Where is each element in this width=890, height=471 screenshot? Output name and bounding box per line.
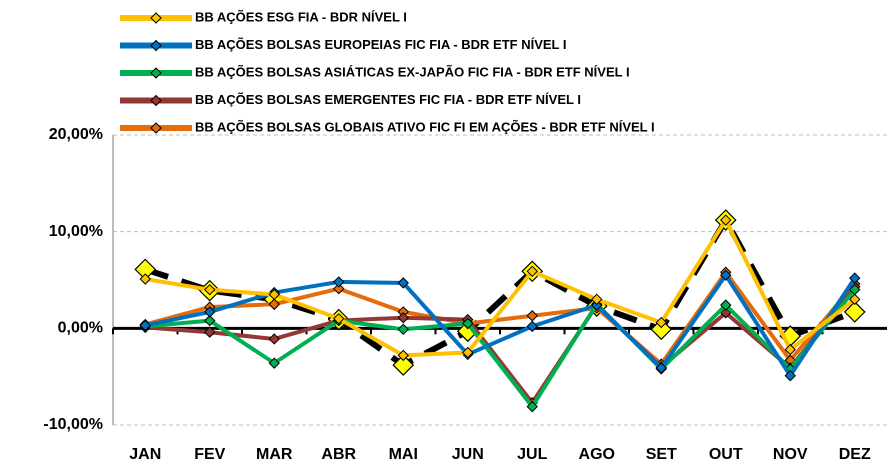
- x-tick-label: JUL: [517, 446, 547, 463]
- point-marker: [849, 272, 861, 284]
- legend-label: BB AÇÕES BOLSAS ASIÁTICAS EX-JAPÃO FIC F…: [195, 64, 630, 79]
- legend-marker: [150, 94, 162, 107]
- x-tick-label: MAI: [389, 446, 418, 463]
- point-marker: [397, 349, 409, 362]
- legend-marker: [150, 12, 162, 24]
- series-line: [144, 273, 857, 378]
- series-line: [145, 285, 857, 405]
- y-tick-label: -10,00%: [43, 416, 103, 433]
- point-marker: [526, 265, 538, 278]
- point-marker: [526, 400, 538, 413]
- point-marker: [333, 312, 345, 325]
- point-marker: [784, 369, 796, 382]
- point-marker: [591, 293, 603, 306]
- point-marker: [655, 316, 667, 329]
- legend-marker: [150, 39, 162, 52]
- legend-label: BB AÇÕES ESG FIA - BDR NÍVEL I: [195, 9, 407, 24]
- x-tick-label: FEV: [194, 446, 225, 463]
- x-tick-label: AGO: [579, 446, 615, 463]
- point-marker: [526, 320, 538, 333]
- point-marker: [392, 354, 415, 376]
- x-tick-label: MAR: [256, 446, 293, 463]
- point-marker: [655, 362, 667, 374]
- series-line: [144, 270, 857, 367]
- point-marker: [526, 310, 538, 322]
- point-marker: [268, 333, 280, 345]
- x-tick-label: DEZ: [839, 446, 871, 463]
- point-marker: [204, 314, 216, 327]
- series-line: [145, 288, 857, 409]
- legend-label: BB AÇÕES BOLSAS EUROPEIAS FIC FIA - BDR …: [195, 37, 567, 52]
- x-tick-label: JUN: [452, 446, 484, 463]
- point-marker: [204, 283, 216, 296]
- point-marker: [333, 282, 345, 295]
- y-tick-label: 10,00%: [49, 223, 103, 240]
- point-marker: [333, 276, 345, 288]
- point-marker: [268, 357, 280, 369]
- point-marker: [204, 306, 216, 318]
- legend-label: BB AÇÕES BOLSAS EMERGENTES FIC FIA - BDR…: [195, 92, 581, 107]
- point-marker: [397, 277, 409, 289]
- point-marker: [462, 317, 474, 330]
- y-tick-label: 0,00%: [58, 320, 103, 337]
- series-line: [144, 218, 856, 358]
- point-marker: [720, 214, 732, 226]
- point-marker: [784, 343, 796, 356]
- point-marker: [849, 293, 861, 306]
- point-marker: [204, 326, 216, 338]
- point-marker: [397, 323, 409, 336]
- point-marker: [591, 299, 603, 311]
- x-tick-label: ABR: [321, 446, 356, 463]
- point-marker: [462, 346, 474, 359]
- point-marker: [268, 298, 280, 310]
- point-marker: [843, 301, 866, 323]
- point-marker: [268, 288, 280, 301]
- point-marker: [720, 299, 732, 311]
- point-marker: [720, 269, 732, 281]
- legend-label: BB AÇÕES BOLSAS GLOBAIS ATIVO FIC FI EM …: [195, 119, 655, 134]
- x-tick-label: SET: [646, 446, 677, 463]
- x-tick-label: NOV: [773, 446, 808, 463]
- y-tick-label: 20,00%: [49, 126, 103, 143]
- x-tick-label: JAN: [129, 446, 161, 463]
- point-marker: [139, 273, 151, 285]
- x-tick-label: OUT: [709, 446, 743, 463]
- point-marker: [139, 319, 151, 332]
- legend-marker: [150, 122, 162, 134]
- point-marker: [397, 311, 409, 324]
- legend-marker: [150, 67, 162, 79]
- point-marker: [650, 318, 673, 341]
